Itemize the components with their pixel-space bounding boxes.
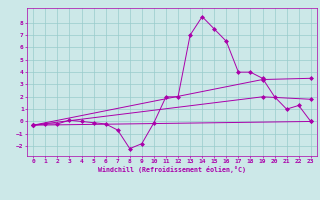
X-axis label: Windchill (Refroidissement éolien,°C): Windchill (Refroidissement éolien,°C): [98, 166, 246, 173]
